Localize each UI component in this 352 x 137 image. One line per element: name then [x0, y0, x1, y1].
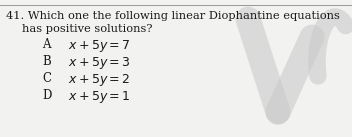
Text: C: C — [42, 72, 51, 85]
Text: $x + 5y = 1$: $x + 5y = 1$ — [68, 89, 131, 105]
Text: $x + 5y = 2$: $x + 5y = 2$ — [68, 72, 130, 88]
Text: $x + 5y = 3$: $x + 5y = 3$ — [68, 55, 131, 71]
Text: A: A — [42, 38, 50, 51]
Text: has positive solutions?: has positive solutions? — [22, 24, 152, 34]
Text: B: B — [42, 55, 51, 68]
Text: D: D — [42, 89, 51, 102]
Text: 41. Which one the following linear Diophantine equations: 41. Which one the following linear Dioph… — [6, 11, 340, 21]
Text: $x + 5y = 7$: $x + 5y = 7$ — [68, 38, 131, 54]
